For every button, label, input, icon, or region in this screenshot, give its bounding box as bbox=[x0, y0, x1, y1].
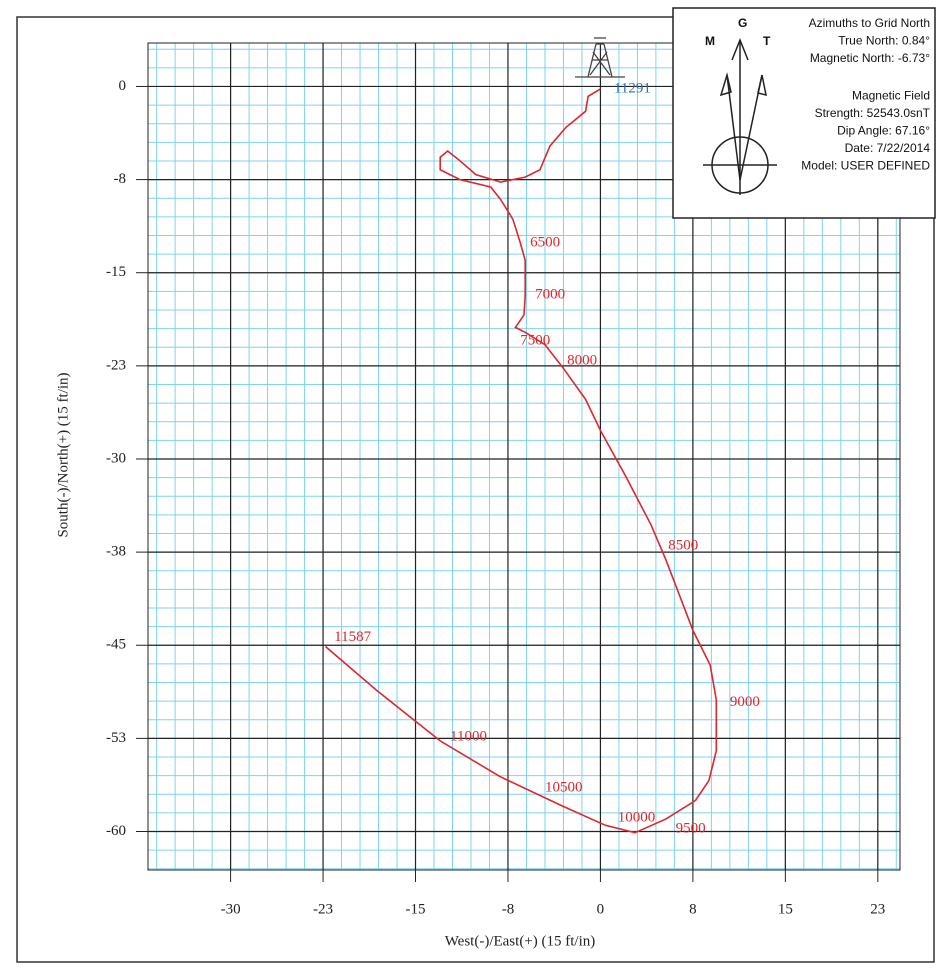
depth-label: 9000 bbox=[730, 694, 760, 710]
compass-arrows bbox=[703, 37, 777, 195]
plot-border bbox=[147, 42, 901, 871]
y-axis-label: South(-)/North(+) (15 ft/in) bbox=[55, 372, 71, 537]
compass-g: G bbox=[738, 16, 747, 30]
depth-label: 11291 bbox=[614, 80, 651, 96]
x-tick-label: -8 bbox=[502, 901, 515, 917]
compass-text: Strength: 52543.0snT bbox=[815, 106, 931, 120]
x-tick-label: -15 bbox=[406, 901, 426, 917]
x-tick-label: 8 bbox=[689, 901, 697, 917]
frame bbox=[16, 16, 935, 963]
depth-label: 7000 bbox=[535, 287, 565, 303]
compass-text: Magnetic Field bbox=[852, 89, 930, 103]
compass-t: T bbox=[763, 34, 771, 48]
depth-label: 8500 bbox=[668, 537, 698, 553]
y-tick-label: -53 bbox=[106, 730, 126, 746]
depth-label: 9500 bbox=[676, 820, 706, 836]
compass-text: Model: USER DEFINED bbox=[801, 159, 930, 173]
depth-label: 11000 bbox=[450, 729, 487, 745]
compass-text: Magnetic North: -6.73° bbox=[810, 51, 930, 65]
compass-frame bbox=[672, 7, 936, 219]
compass-text: Azimuths to Grid North bbox=[809, 16, 930, 30]
y-tick-label: 0 bbox=[119, 78, 127, 94]
compass-text: True North: 0.84° bbox=[838, 34, 930, 48]
compass-text: Dip Angle: 67.16° bbox=[837, 124, 930, 138]
depth-label: 7500 bbox=[520, 332, 550, 348]
x-tick-label: 15 bbox=[778, 901, 793, 917]
well-path bbox=[324, 88, 718, 834]
y-tick-label: -60 bbox=[106, 823, 126, 839]
depth-label: 6500 bbox=[530, 234, 560, 250]
compass-text: Date: 7/22/2014 bbox=[845, 141, 931, 155]
y-tick-label: -8 bbox=[114, 171, 127, 187]
depth-label: 10500 bbox=[545, 779, 583, 795]
depth-label: 8000 bbox=[567, 352, 597, 368]
y-tick-label: -45 bbox=[106, 637, 126, 653]
x-axis-label: West(-)/East(+) (15 ft/in) bbox=[445, 933, 596, 949]
plot-area: -30 -23 -15 -8 0 8 15 23 0 -8 -15 -23 -30 -38 -45 -53 -6… bbox=[106, 42, 901, 917]
depth-label: 11587 bbox=[334, 629, 371, 645]
y-tick-label: -15 bbox=[106, 264, 126, 280]
x-tick-label: -30 bbox=[221, 901, 241, 917]
y-tick-label: -38 bbox=[106, 544, 126, 560]
y-tick-label: -23 bbox=[106, 357, 126, 373]
x-tick-label: 23 bbox=[870, 901, 885, 917]
x-tick-label: 0 bbox=[597, 901, 605, 917]
derrick bbox=[575, 37, 625, 78]
depth-label: 10000 bbox=[618, 809, 656, 825]
compass-box: M G T Azimuths to Grid North True North: … bbox=[672, 7, 936, 219]
compass-m: M bbox=[705, 34, 715, 48]
y-tick-label: -30 bbox=[106, 450, 126, 466]
x-tick-label: -23 bbox=[313, 901, 333, 917]
